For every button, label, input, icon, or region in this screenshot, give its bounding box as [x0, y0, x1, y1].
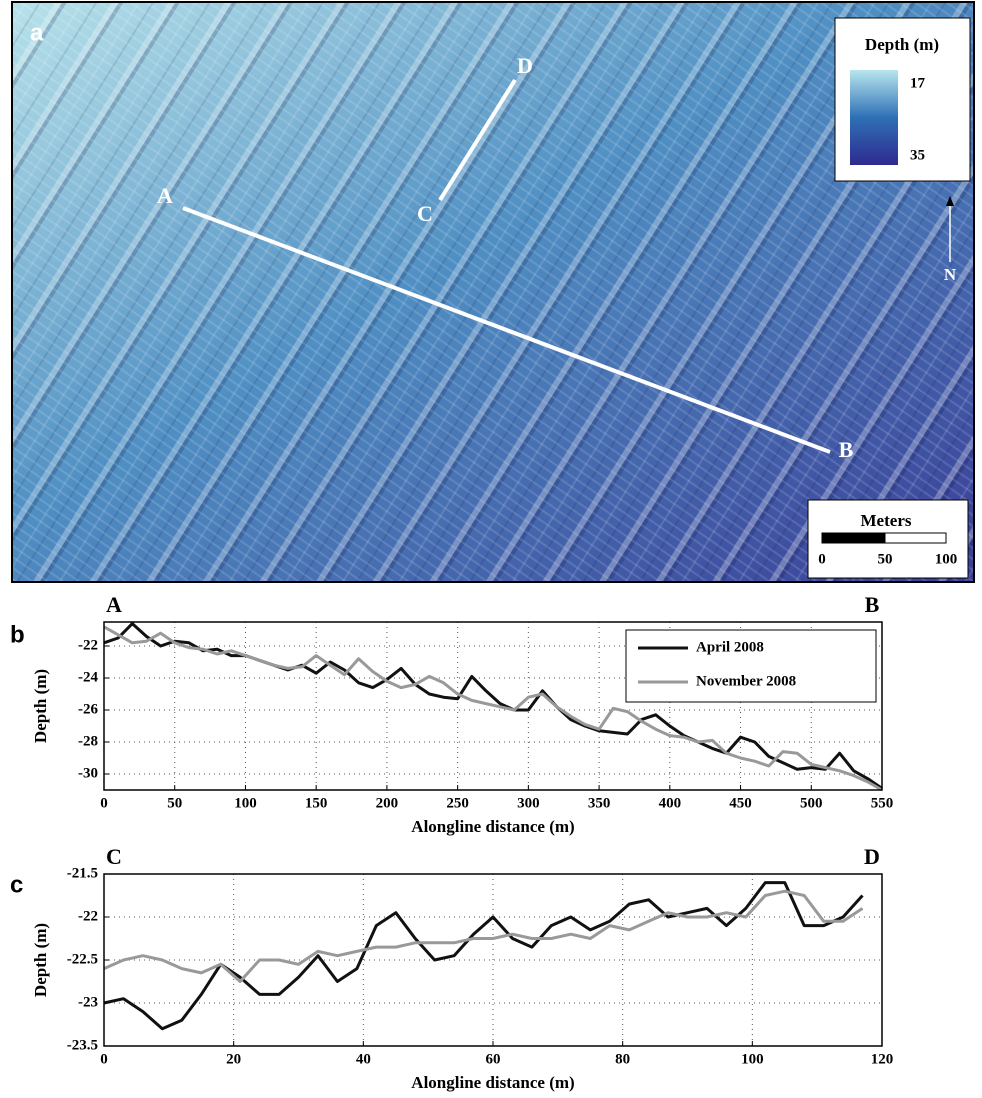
data-line [103, 622, 883, 790]
y-tick-label: -21.5 [67, 865, 98, 881]
point-label: B [839, 437, 854, 462]
colorbar-label: 35 [910, 147, 925, 163]
x-tick-label: 50 [167, 795, 182, 811]
y-tick-label: -26 [78, 701, 98, 717]
end-label: A [106, 592, 122, 617]
x-tick-label: 60 [486, 1051, 501, 1067]
scale-bar [821, 532, 886, 544]
x-tick-label: 350 [588, 795, 611, 811]
map-panel: a A B C D N Depth (m) 17 35 Meters 0 50 … [11, 1, 975, 583]
x-tick-label: 20 [226, 1051, 241, 1067]
panel-label: a [30, 19, 44, 46]
x-axis-label: Alongline distance (m) [411, 817, 574, 836]
map-texture [12, 2, 974, 582]
scale-title: Meters [861, 511, 912, 530]
point-label: A [157, 183, 173, 208]
y-tick-label: -24 [78, 669, 98, 685]
scale-bar [884, 532, 947, 544]
data-line [103, 881, 864, 1031]
end-label: C [106, 844, 122, 869]
x-tick-label: 0 [100, 795, 108, 811]
legend-label: November 2008 [696, 673, 796, 689]
plot-frame [103, 873, 883, 1047]
x-tick-label: 80 [615, 1051, 630, 1067]
map-frame [11, 1, 975, 583]
colorbar-label: 17 [910, 75, 926, 91]
y-tick-label: -23 [78, 994, 98, 1010]
panel-label: b [10, 621, 25, 648]
scale-label: 100 [935, 551, 958, 567]
x-axis-label: Alongline distance (m) [411, 1073, 574, 1092]
data-line [103, 625, 883, 792]
colorbar [850, 70, 898, 165]
y-tick-label: -22.5 [67, 951, 98, 967]
x-tick-label: 550 [871, 795, 894, 811]
scale-label: 50 [878, 551, 893, 567]
x-tick-label: 250 [446, 795, 469, 811]
north-arrow-head [946, 196, 954, 206]
end-label: D [864, 844, 880, 869]
legend-box [625, 629, 877, 703]
y-tick-label: -30 [78, 765, 98, 781]
panel-label: c [10, 871, 23, 898]
y-tick-label: -22 [78, 908, 98, 924]
y-tick-label: -22 [78, 637, 98, 653]
y-tick-label: -28 [78, 733, 98, 749]
legend-label: April 2008 [696, 639, 764, 655]
x-tick-label: 450 [729, 795, 752, 811]
point-label: C [417, 201, 433, 226]
x-tick-label: 300 [517, 795, 540, 811]
x-tick-label: 200 [376, 795, 399, 811]
x-tick-label: 100 [741, 1051, 764, 1067]
north-label: N [944, 265, 957, 284]
end-label: B [865, 592, 880, 617]
x-tick-label: 150 [305, 795, 328, 811]
plot-frame [103, 621, 883, 791]
point-label: D [517, 53, 533, 78]
transect [182, 206, 831, 454]
transect [438, 78, 517, 202]
data-line [103, 889, 864, 983]
x-tick-label: 40 [356, 1051, 371, 1067]
x-tick-label: 500 [800, 795, 823, 811]
x-tick-label: 100 [234, 795, 257, 811]
y-axis-label: Depth (m) [31, 669, 50, 743]
x-tick-label: 120 [871, 1051, 894, 1067]
x-tick-label: 0 [100, 1051, 108, 1067]
y-axis-label: Depth (m) [31, 923, 50, 997]
y-tick-label: -23.5 [67, 1037, 98, 1053]
legend-title: Depth (m) [865, 35, 939, 54]
scale-label: 0 [818, 551, 826, 567]
x-tick-label: 400 [659, 795, 682, 811]
